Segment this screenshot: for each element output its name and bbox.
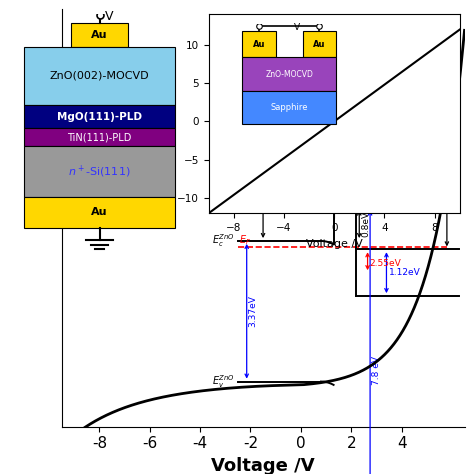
Text: ZnO(002)-MOCVD: ZnO(002)-MOCVD xyxy=(50,71,149,81)
Text: MgO(111)-PLD: MgO(111)-PLD xyxy=(57,111,142,121)
Bar xyxy=(24,146,175,197)
Text: Sapphire: Sapphire xyxy=(270,103,308,112)
Text: $n^+$-: $n^+$- xyxy=(407,26,428,38)
X-axis label: Voltage /V: Voltage /V xyxy=(306,238,363,248)
Bar xyxy=(242,91,336,124)
Text: 4.35eV: 4.35eV xyxy=(265,135,274,166)
Y-axis label: Current /µA: Current /µA xyxy=(164,82,174,146)
Text: Au: Au xyxy=(253,39,265,48)
Bar xyxy=(24,197,175,228)
Bar xyxy=(24,46,175,105)
Text: $E_c^{ZnO}$: $E_c^{ZnO}$ xyxy=(212,233,236,249)
Text: Au: Au xyxy=(91,208,108,218)
Bar xyxy=(303,31,336,57)
Text: Au: Au xyxy=(91,30,108,40)
Bar xyxy=(242,57,336,91)
Text: 1.12eV: 1.12eV xyxy=(389,268,420,277)
Bar xyxy=(24,128,175,146)
Text: n-ZnO: n-ZnO xyxy=(268,28,303,38)
Text: MgO: MgO xyxy=(334,28,361,38)
Bar xyxy=(71,23,128,46)
Text: $n^+$-Si(111): $n^+$-Si(111) xyxy=(68,164,131,180)
Text: 4.05eV: 4.05eV xyxy=(449,149,458,181)
Text: V: V xyxy=(294,23,301,32)
Text: 7.8 eV: 7.8 eV xyxy=(372,356,381,385)
Text: TiN(111)-PLD: TiN(111)-PLD xyxy=(67,132,132,142)
Text: 2.55eV: 2.55eV xyxy=(370,259,401,268)
X-axis label: Voltage /V: Voltage /V xyxy=(211,457,315,474)
Text: V: V xyxy=(105,10,114,23)
Text: ZnO-MOCVD: ZnO-MOCVD xyxy=(265,70,313,79)
Bar xyxy=(242,31,275,57)
Text: 0.8eV: 0.8eV xyxy=(361,211,370,237)
Text: $E_0^{ZnO}$: $E_0^{ZnO}$ xyxy=(212,51,236,68)
Text: $E_F$: $E_F$ xyxy=(239,233,251,247)
Text: $E_v^{ZnO}$: $E_v^{ZnO}$ xyxy=(212,373,236,390)
Text: 3.37eV: 3.37eV xyxy=(249,295,258,327)
Text: Au: Au xyxy=(313,39,326,48)
Bar xyxy=(24,105,175,128)
